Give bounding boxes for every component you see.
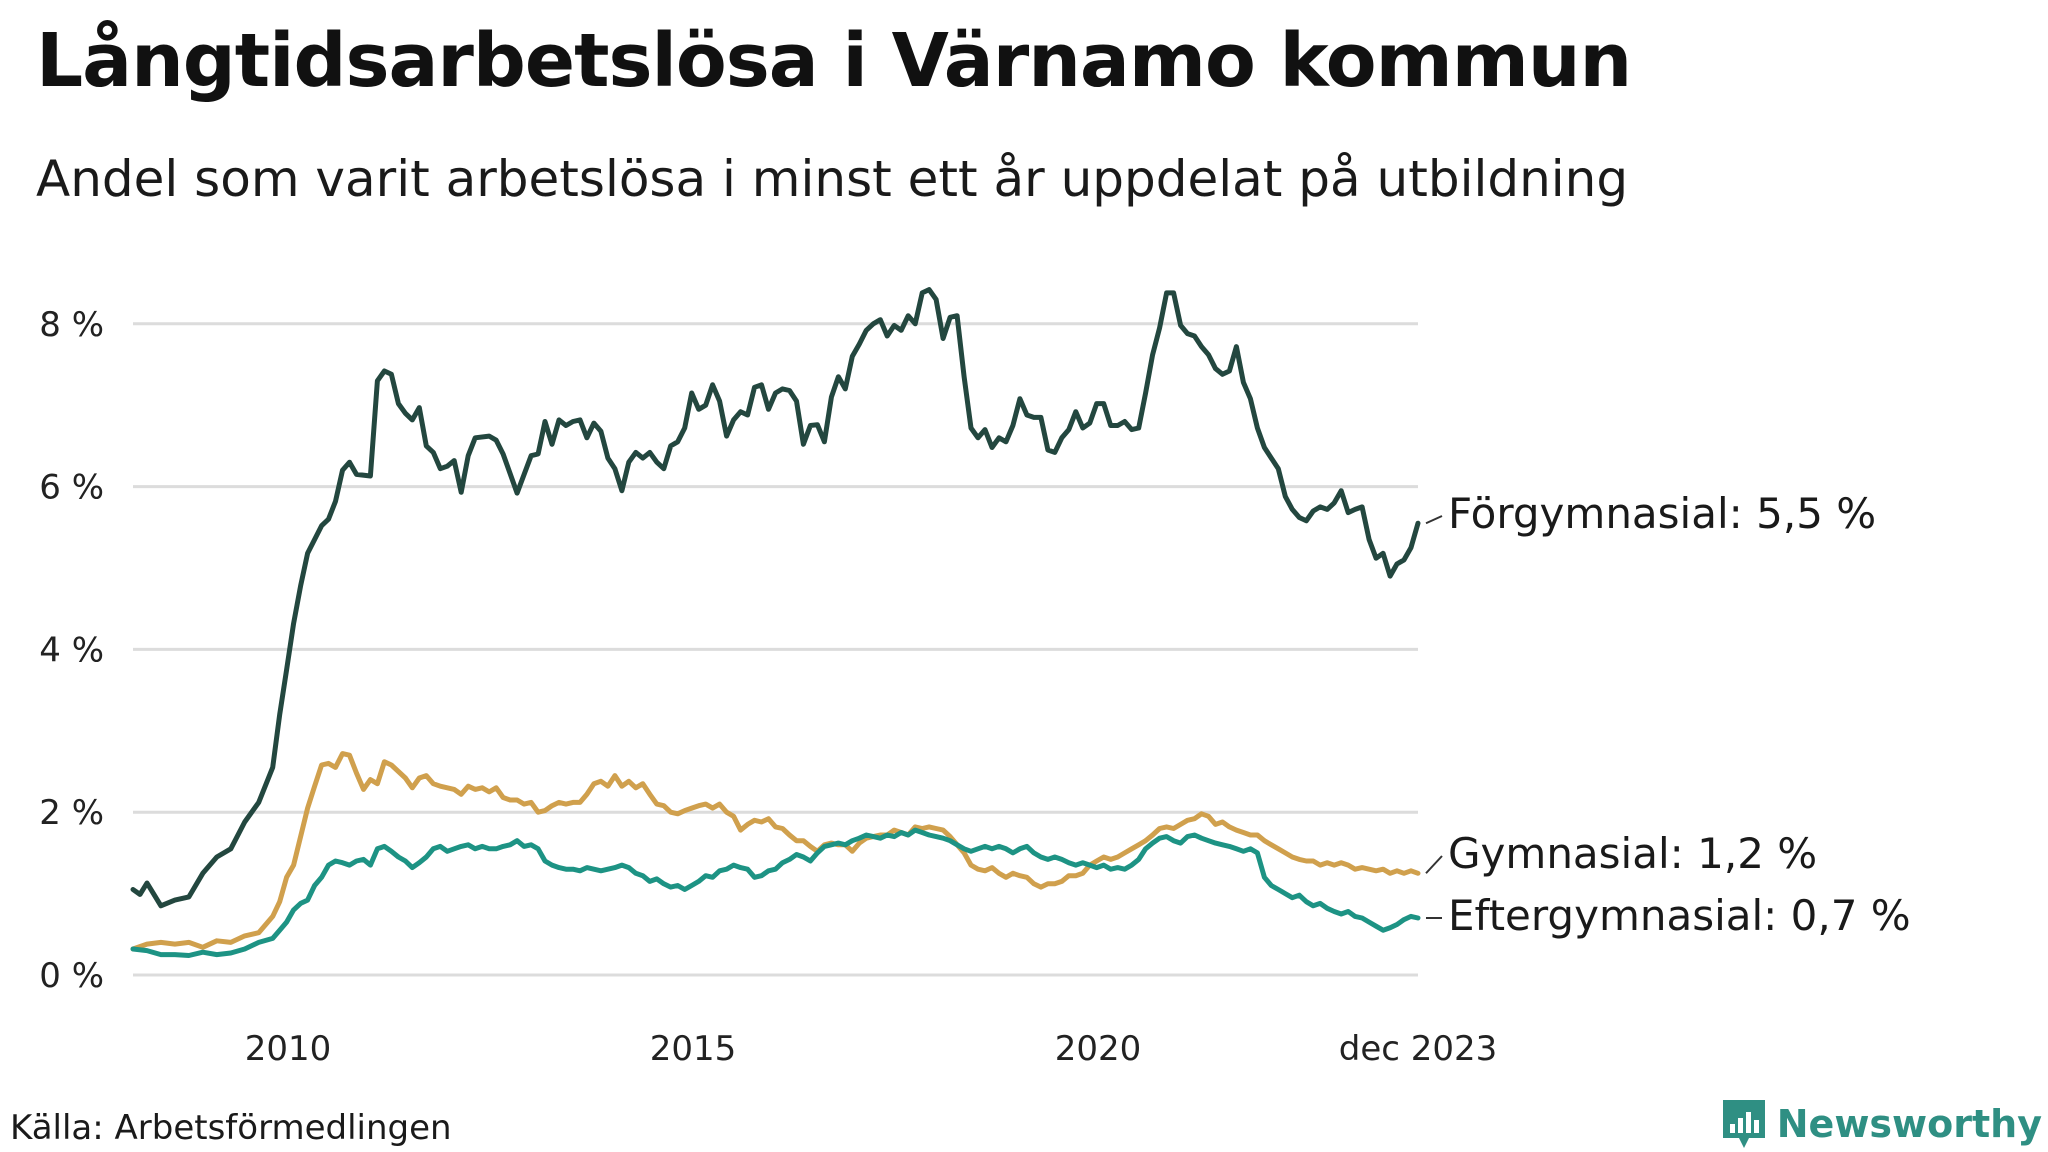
brand-logo[interactable]: Newsworthy (1721, 1098, 2042, 1150)
x-tick-label: 2010 (245, 1029, 332, 1069)
y-axis-ticks: 0 % 2 % 4 % 6 % 8 % (39, 305, 104, 996)
gridlines (133, 322, 1418, 977)
x-tick-label: 2020 (1055, 1029, 1142, 1069)
y-tick-label: 2 % (39, 793, 104, 833)
brand-name: Newsworthy (1776, 1102, 2042, 1146)
y-tick-label: 0 % (39, 956, 104, 996)
chart-title: Långtidsarbetslösa i Värnamo kommun (36, 18, 1632, 104)
y-tick-label: 6 % (39, 468, 104, 508)
label-connector (1425, 855, 1443, 874)
label-connector (1425, 515, 1443, 525)
y-tick-label: 4 % (39, 630, 104, 670)
series-lines (130, 287, 1421, 958)
series-end-label: Förgymnasial: 5,5 % (1448, 489, 1876, 538)
source-note: Källa: Arbetsförmedlingen (10, 1108, 452, 1148)
series-end-label: Gymnasial: 1,2 % (1448, 829, 1817, 878)
series-line-gymnasial (130, 751, 1421, 952)
x-axis-ticks: 2010 2015 2020 dec 2023 (245, 1029, 1498, 1069)
series-end-labels: Förgymnasial: 5,5 % Gymnasial: 1,2 % Efter… (1425, 489, 1911, 940)
chart-subtitle: Andel som varit arbetslösa i minst ett å… (36, 150, 1629, 208)
series-end-label: Eftergymnasial: 0,7 % (1448, 891, 1911, 940)
series-line-eftergymnasial (130, 827, 1421, 958)
y-tick-label: 8 % (39, 305, 104, 345)
newsworthy-logo-icon (1722, 1100, 1765, 1148)
x-tick-label: dec 2023 (1339, 1029, 1498, 1069)
series-line-förgymnasial (130, 287, 1421, 909)
x-tick-label: 2015 (650, 1029, 737, 1069)
